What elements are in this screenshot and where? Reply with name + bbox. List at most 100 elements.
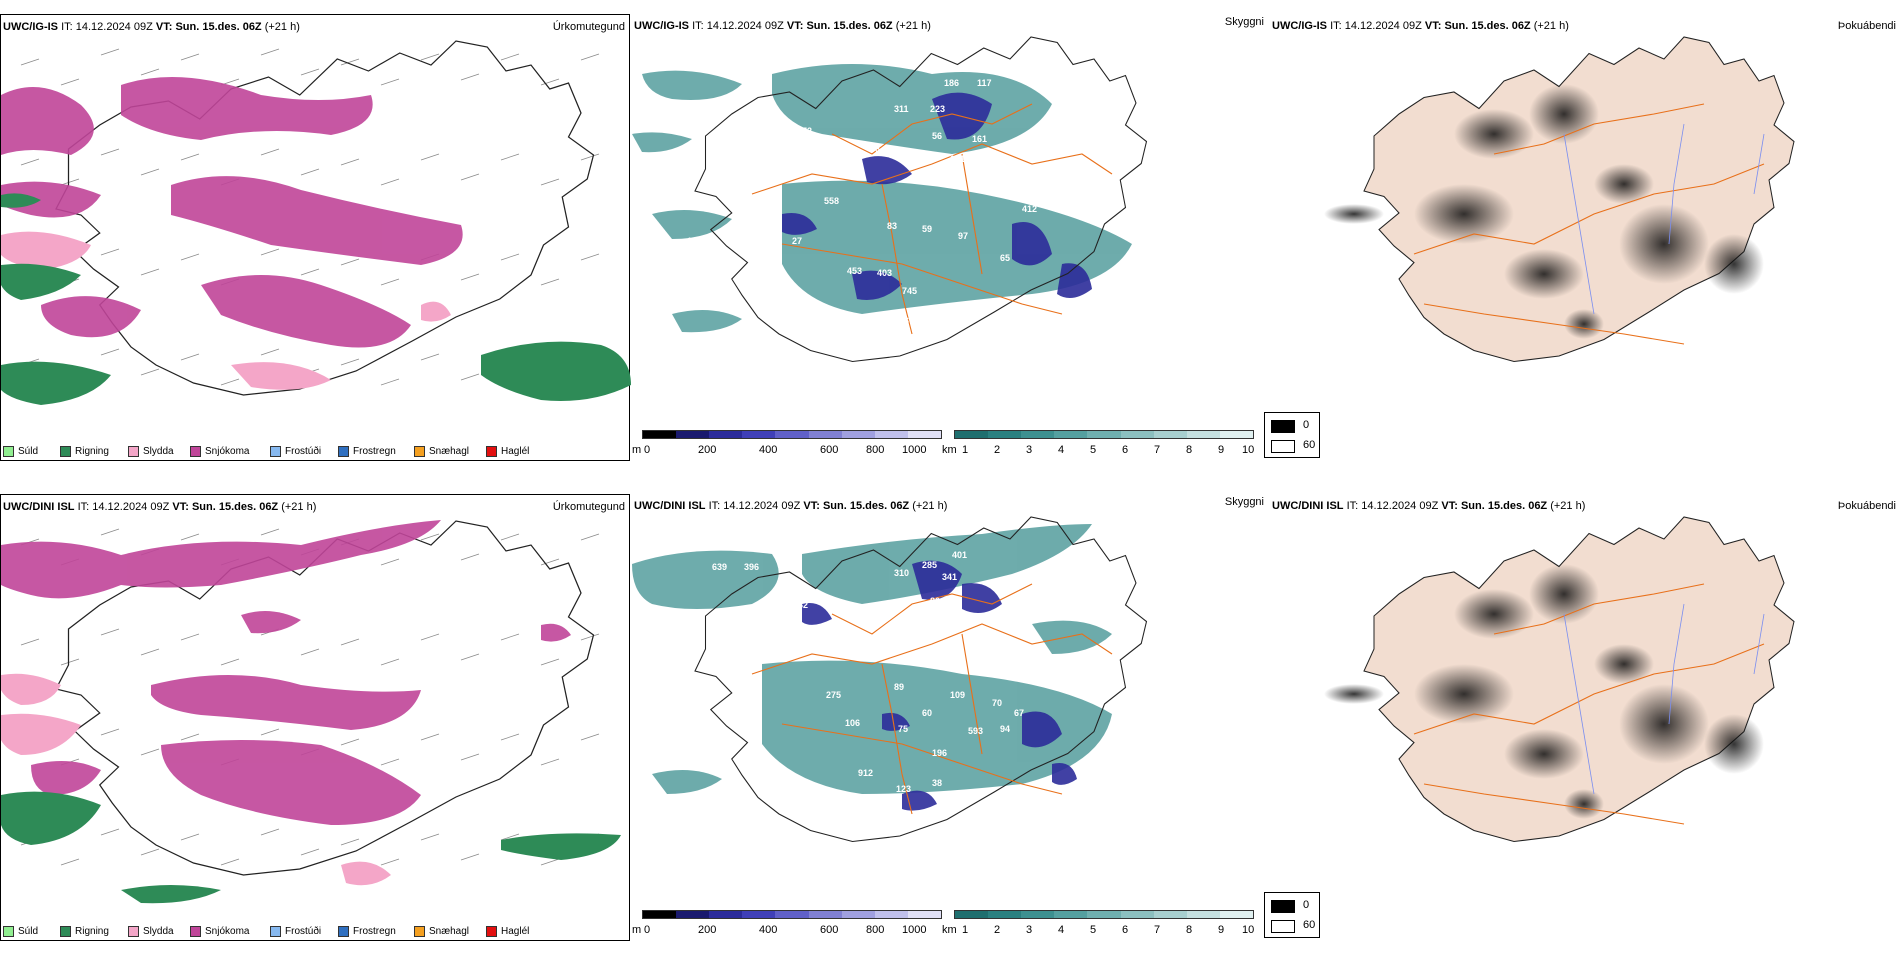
svg-text:354: 354 [776, 624, 791, 634]
svg-text:223: 223 [930, 104, 945, 114]
colorbar-tick: 0 [644, 924, 651, 936]
svg-text:116: 116 [687, 236, 702, 246]
svg-text:38: 38 [932, 778, 942, 788]
road-network [1413, 583, 1765, 825]
panel-name: Þokuábendi [1837, 20, 1896, 32]
legend-swatch [270, 445, 281, 457]
legend-swatch [270, 925, 281, 937]
colorbar-tick: 7 [1154, 444, 1161, 456]
svg-text:341: 341 [942, 572, 957, 582]
legend-item: Snjókoma [190, 923, 270, 939]
panel-name: Skyggni [1224, 16, 1264, 28]
legend-swatch [1271, 440, 1295, 453]
svg-text:29: 29 [922, 351, 932, 361]
cloud-base-colorbar: m 0 200 400 600 800 1000 [632, 910, 942, 950]
colorbar-bar [642, 430, 942, 439]
colorbar-tick: 600 [820, 924, 839, 936]
snow-areas [1, 520, 571, 825]
svg-text:65: 65 [1000, 253, 1010, 263]
legend-item: Haglél [486, 443, 543, 459]
legend-item: Frostregn [338, 443, 414, 459]
svg-text:60: 60 [922, 708, 932, 718]
svg-text:111: 111 [894, 366, 908, 376]
svg-text:82: 82 [798, 600, 808, 610]
panel-title: UWC/DINI ISL IT: 14.12.2024 09Z VT: Sun.… [634, 500, 948, 512]
svg-text:275: 275 [826, 690, 841, 700]
precip-type-panel: UWC/DINI ISL IT: 14.12.2024 09Z VT: Sun.… [0, 494, 632, 949]
svg-text:558: 558 [824, 196, 839, 206]
rain-areas [1, 193, 631, 405]
svg-text:196: 196 [932, 748, 947, 758]
colorbar-tick: 800 [866, 924, 885, 936]
legend-item: Súld [3, 923, 60, 939]
colorbar-unit: km [942, 924, 957, 936]
svg-text:120: 120 [887, 346, 902, 356]
sleet-areas [1, 231, 451, 390]
fog-index-map [1324, 36, 1795, 363]
panel-title: UWC/DINI ISL IT: 14.12.2024 09Z VT: Sun.… [1272, 500, 1586, 512]
legend-label: 60 [1303, 919, 1316, 931]
svg-text:83: 83 [887, 221, 897, 231]
svg-text:403: 403 [877, 268, 892, 278]
svg-text:454: 454 [637, 616, 652, 626]
legend-swatch [190, 445, 201, 457]
road-network [751, 583, 1113, 815]
panel-name: Skyggni [1224, 496, 1264, 508]
svg-text:36: 36 [870, 144, 880, 154]
svg-text:745: 745 [902, 286, 917, 296]
forecast-row-1: UWC/IG-IS IT: 14.12.2024 09Z VT: Sun. 15… [0, 14, 1900, 484]
low-cloud-areas [802, 560, 1077, 811]
legend-item: Rigning [60, 443, 128, 459]
colorbar-bar [954, 910, 1254, 919]
svg-text:56: 56 [932, 131, 942, 141]
colorbar-tick: 600 [820, 444, 839, 456]
colorbar-tick: 6 [1122, 924, 1129, 936]
legend-swatch [128, 445, 139, 457]
cloud-visibility-panel: 639 396 400 310 285 401 341 82 80 90 354… [632, 494, 1264, 949]
panel-title: UWC/IG-IS IT: 14.12.2024 09Z VT: Sun. 15… [3, 21, 300, 33]
svg-text:80: 80 [930, 596, 940, 606]
colorbar-tick: 9 [1218, 924, 1225, 936]
svg-text:912: 912 [858, 768, 873, 778]
colorbar-tick: 8 [1186, 924, 1193, 936]
svg-text:285: 285 [922, 560, 937, 570]
svg-text:97: 97 [958, 231, 968, 241]
colorbar-tick: 2 [994, 924, 1001, 936]
colorbar-tick: 200 [698, 924, 717, 936]
legend-item: Snjókoma [190, 443, 270, 459]
svg-text:591: 591 [752, 201, 767, 211]
precip-type-map [1, 520, 621, 904]
legend-swatch [338, 925, 349, 937]
legend-item: Rigning [60, 923, 128, 939]
colorbar-tick: 800 [866, 444, 885, 456]
legend-swatch [338, 445, 349, 457]
colorbar-tick: 0 [644, 444, 651, 456]
colorbar-unit: km [942, 444, 957, 456]
fog-legend: 0 60 [1264, 412, 1320, 458]
legend-swatch [486, 445, 497, 457]
legend-item: Slydda [128, 443, 190, 459]
colorbar-tick: 10 [1242, 924, 1255, 936]
fog-index-map [1324, 516, 1795, 843]
legend-item: Haglél [486, 923, 543, 939]
precip-legend: Súld Rigning Slydda Snjókoma Frostúði Fr… [3, 443, 543, 459]
svg-text:180: 180 [840, 148, 855, 158]
fog-index-panel: UWC/DINI ISL IT: 14.12.2024 09Z VT: Sun.… [1264, 494, 1900, 949]
colorbar-tick: 7 [1154, 924, 1161, 936]
svg-text:947: 947 [742, 708, 757, 718]
colorbar-unit: m [632, 444, 642, 456]
colorbar-unit: m [632, 924, 642, 936]
colorbar-tick: 3 [1026, 924, 1033, 936]
fog-index-panel: UWC/IG-IS IT: 14.12.2024 09Z VT: Sun. 15… [1264, 14, 1900, 469]
precip-type-map [1, 40, 631, 405]
legend-item: Súld [3, 443, 60, 459]
colorbar-tick: 1 [962, 924, 969, 936]
legend-swatch [486, 925, 497, 937]
fog-shading [1324, 564, 1764, 819]
visibility-areas [632, 64, 1132, 333]
colorbar-bar [642, 910, 942, 919]
svg-text:121: 121 [950, 154, 965, 164]
svg-text:161: 161 [972, 134, 987, 144]
legend-swatch [3, 925, 14, 937]
panel-name: Úrkomutegund [552, 21, 625, 33]
